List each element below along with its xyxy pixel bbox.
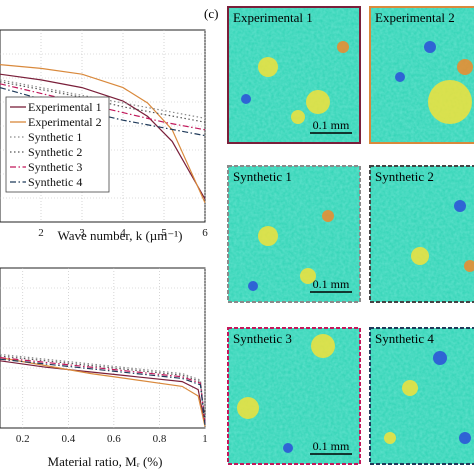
legend-entry: Synthetic 4 xyxy=(28,175,82,189)
chart-top-xlabel: Wave number, k (µm⁻¹) xyxy=(58,228,183,243)
scale-bar-label: 0.1 mm xyxy=(313,118,350,132)
scale-bar-label: 0.1 mm xyxy=(313,277,350,291)
x-tick-label: 6 xyxy=(202,227,208,239)
legend-entry: Synthetic 3 xyxy=(28,160,82,174)
surface-map-4: Synthetic 2 xyxy=(369,165,474,303)
map-feature xyxy=(306,90,330,114)
x-tick-label: 2 xyxy=(38,227,44,239)
map-feature xyxy=(337,41,349,53)
chart-bottom-grid xyxy=(0,268,206,428)
map-title: Synthetic 2 xyxy=(375,169,434,184)
legend-entry: Synthetic 2 xyxy=(28,145,82,159)
map-feature xyxy=(237,397,259,419)
series-line-synthetic-1 xyxy=(0,353,206,421)
series-line-synthetic-3 xyxy=(0,357,206,424)
map-feature xyxy=(411,247,429,265)
x-tick-label: 0.6 xyxy=(107,433,121,445)
map-border xyxy=(369,165,474,303)
map-border xyxy=(369,6,474,144)
map-feature xyxy=(283,443,293,453)
x-tick-label: 5 xyxy=(161,227,167,239)
map-texture xyxy=(228,166,360,302)
map-texture xyxy=(370,166,474,302)
chart-bottom-xlabel: Material ratio, Mᵣ (%) xyxy=(48,454,163,469)
surface-map-3: Synthetic 1 0.1 mm xyxy=(227,165,361,303)
surface-map-5: Synthetic 3 0.1 mm xyxy=(227,327,361,465)
x-tick-label: 4 xyxy=(120,227,126,239)
map-title: Synthetic 1 xyxy=(233,169,292,184)
surface-map-2: Experimental 2 xyxy=(369,6,474,144)
x-tick-label: 0.2 xyxy=(16,433,30,445)
chart-top-ticks: 2 3 4 5 6 xyxy=(38,227,208,239)
surface-maps: Experimental 1 0.1 mm Experimental 2 Synthe… xyxy=(227,6,474,465)
surface-map-6: Synthetic 4 xyxy=(369,327,474,465)
map-feature xyxy=(433,351,447,365)
map-texture xyxy=(370,328,474,464)
wave-number-chart: 2 3 4 5 6 Wave number, k (µm⁻¹) Experimental… xyxy=(0,29,208,243)
map-border xyxy=(227,327,361,465)
map-feature xyxy=(241,94,251,104)
map-feature xyxy=(457,59,473,75)
map-feature xyxy=(322,210,334,222)
scale-bar-label: 0.1 mm xyxy=(313,439,350,453)
map-feature xyxy=(300,268,316,284)
map-feature xyxy=(459,432,471,444)
map-feature xyxy=(311,334,335,358)
map-title: Synthetic 3 xyxy=(233,331,292,346)
series-line-experimental-2 xyxy=(0,357,206,427)
map-feature xyxy=(428,80,472,124)
map-feature xyxy=(291,110,305,124)
map-title: Experimental 1 xyxy=(233,10,313,25)
map-texture xyxy=(370,7,474,143)
x-tick-label: 0.4 xyxy=(61,433,75,445)
map-feature xyxy=(384,432,396,444)
surface-map-1: Experimental 1 0.1 mm xyxy=(227,6,361,144)
map-feature xyxy=(248,281,258,291)
map-feature xyxy=(424,41,436,53)
map-border xyxy=(227,165,361,303)
series-line-experimental-1 xyxy=(0,73,206,200)
series-line-experimental-1 xyxy=(0,360,206,425)
map-feature xyxy=(402,380,418,396)
map-feature xyxy=(395,72,405,82)
x-tick-label: 3 xyxy=(79,227,85,239)
legend-entry: Experimental 1 xyxy=(28,100,102,114)
legend-frame xyxy=(5,96,110,193)
map-texture xyxy=(228,328,360,464)
material-ratio-chart: 0.2 0.4 0.6 0.8 1 Material ratio, Mᵣ (%) xyxy=(0,267,208,469)
legend-entry: Experimental 2 xyxy=(28,115,102,129)
map-title: Experimental 2 xyxy=(375,10,455,25)
x-tick-label: 1 xyxy=(202,433,208,445)
map-feature xyxy=(258,57,278,77)
map-feature xyxy=(464,260,474,272)
legend-entry: Synthetic 1 xyxy=(28,130,82,144)
map-border xyxy=(227,6,361,144)
series-line-synthetic-2 xyxy=(0,355,206,422)
panel-c-label: (c) xyxy=(204,6,218,21)
series-line-synthetic-4 xyxy=(0,87,206,137)
series-line-synthetic-4 xyxy=(0,358,206,425)
chart-bottom-series xyxy=(0,353,206,427)
chart-bottom-ticks: 0.2 0.4 0.6 0.8 1 xyxy=(16,433,208,445)
map-border xyxy=(369,327,474,465)
map-feature xyxy=(258,226,278,246)
map-feature xyxy=(454,200,466,212)
map-title: Synthetic 4 xyxy=(375,331,434,346)
x-tick-label: 0.8 xyxy=(153,433,167,445)
